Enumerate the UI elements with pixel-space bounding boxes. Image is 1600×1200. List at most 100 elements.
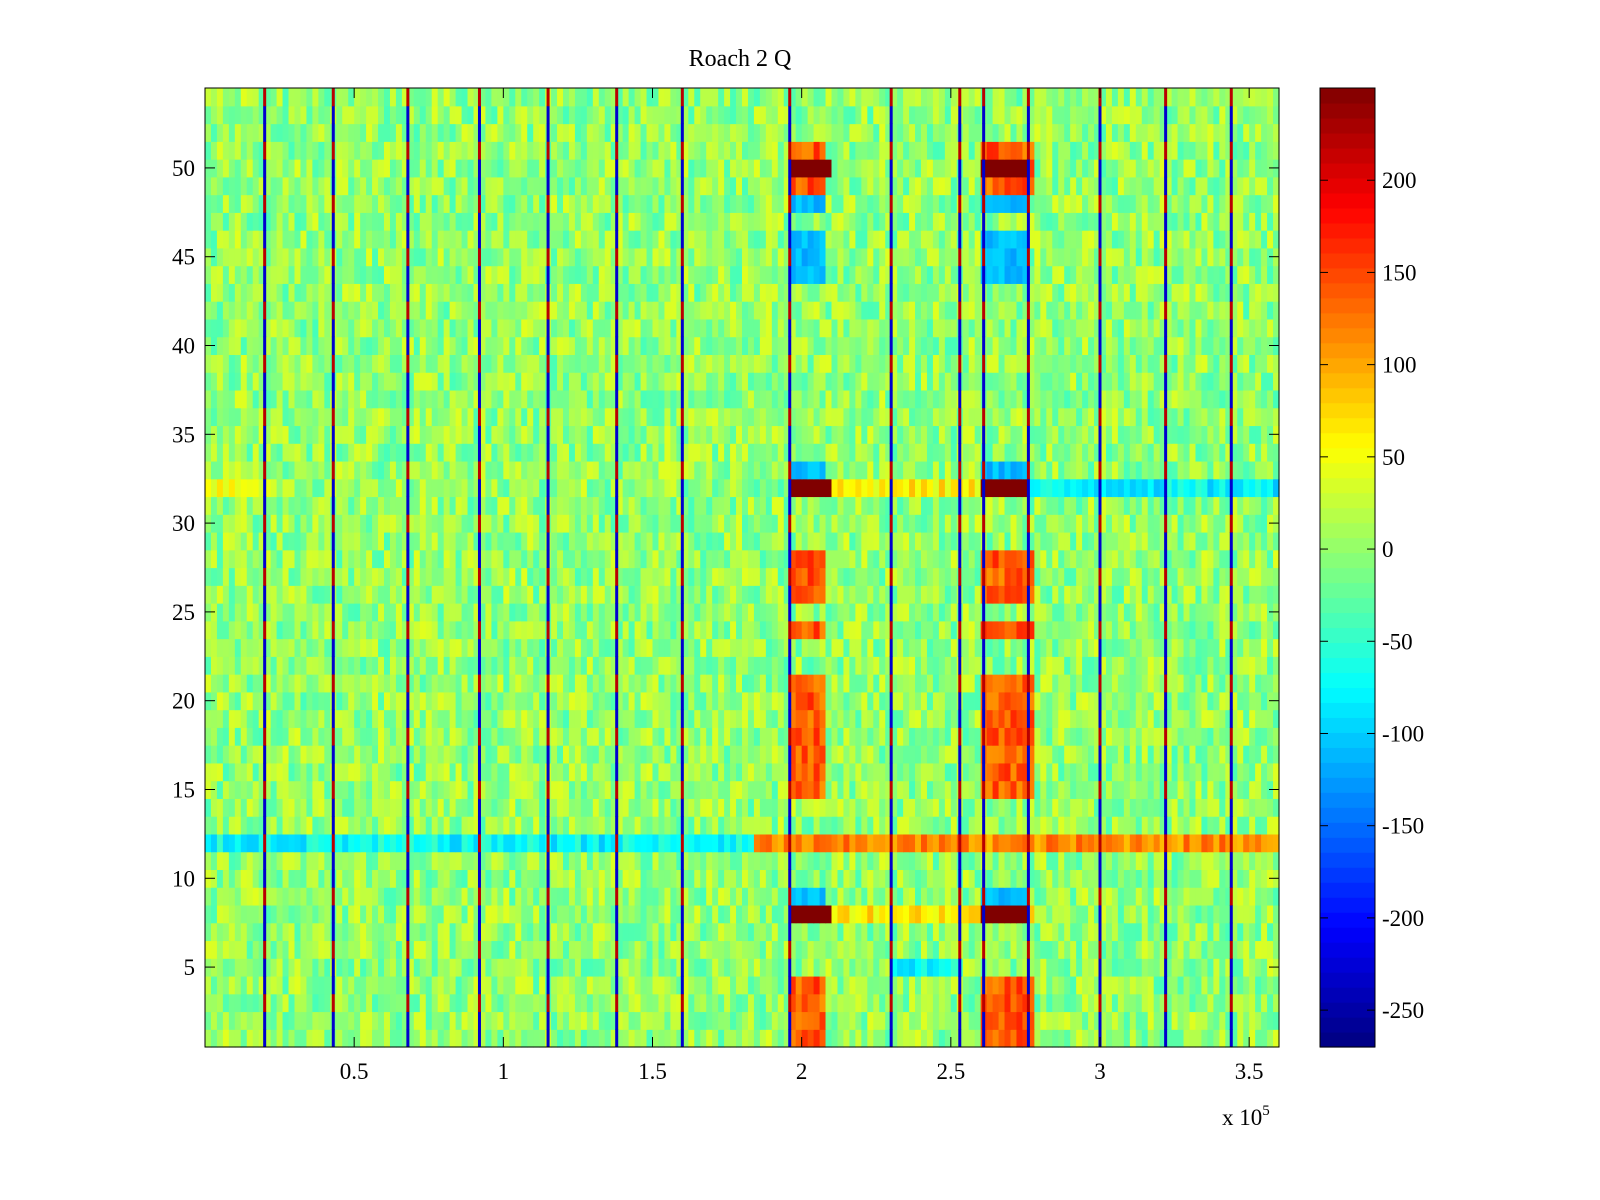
heatmap-cell bbox=[389, 1011, 397, 1030]
heatmap-cell bbox=[759, 620, 767, 640]
heatmap-cell bbox=[885, 869, 892, 888]
heatmap-cell bbox=[891, 904, 898, 924]
heatmap-cell bbox=[813, 567, 821, 586]
heatmap-cell bbox=[1034, 603, 1041, 622]
heatmap-cell bbox=[1123, 691, 1131, 711]
heatmap-cell bbox=[843, 816, 850, 835]
heatmap-cell bbox=[873, 940, 880, 959]
heatmap-cell bbox=[360, 975, 367, 995]
heatmap-cell bbox=[652, 727, 660, 746]
heatmap-cell bbox=[1237, 922, 1244, 942]
heatmap-cell bbox=[1040, 958, 1047, 977]
heatmap-cell bbox=[795, 975, 803, 995]
heatmap-cell bbox=[1117, 727, 1125, 746]
heatmap-cell bbox=[1052, 869, 1059, 888]
heatmap-cell bbox=[932, 975, 940, 995]
heatmap-cell bbox=[557, 993, 564, 1013]
heatmap-cell bbox=[1195, 922, 1203, 942]
heatmap-cell bbox=[246, 762, 254, 782]
heatmap-cell bbox=[228, 798, 236, 817]
heatmap-cell bbox=[885, 904, 892, 924]
heatmap-cell bbox=[867, 549, 874, 569]
heatmap-cell bbox=[288, 727, 296, 746]
heatmap-cell bbox=[795, 727, 803, 746]
heatmap-cell bbox=[1022, 975, 1029, 995]
heatmap-cell bbox=[306, 727, 313, 746]
heatmap-cell bbox=[938, 958, 946, 977]
heatmap-cell bbox=[1111, 674, 1119, 693]
heatmap-cell bbox=[1088, 762, 1095, 782]
heatmap-cell bbox=[449, 1011, 457, 1030]
heatmap-cell bbox=[1177, 620, 1185, 640]
heatmap-cell bbox=[240, 691, 248, 711]
heatmap-cell bbox=[282, 833, 290, 853]
heatmap-cell bbox=[557, 727, 564, 746]
heatmap-cell bbox=[1267, 674, 1274, 693]
heatmap-cell bbox=[616, 674, 624, 693]
heatmap-cell bbox=[354, 549, 361, 569]
heatmap-cell bbox=[831, 798, 839, 817]
heatmap-cell bbox=[378, 869, 385, 888]
heatmap-cell bbox=[1100, 798, 1107, 817]
heatmap-cell bbox=[825, 940, 833, 959]
heatmap-cell bbox=[384, 638, 391, 657]
heatmap-cell bbox=[503, 549, 510, 569]
heatmap-cell bbox=[324, 691, 331, 711]
heatmap-cell bbox=[664, 798, 671, 817]
heatmap-cell bbox=[419, 833, 427, 853]
heatmap-cell bbox=[551, 904, 558, 924]
heatmap-cell bbox=[264, 709, 272, 728]
heatmap-cell bbox=[574, 940, 582, 959]
heatmap-cell bbox=[682, 727, 689, 746]
heatmap-cell bbox=[676, 833, 683, 853]
heatmap-cell bbox=[533, 851, 540, 871]
heatmap-cell bbox=[1255, 603, 1262, 622]
heatmap-cell bbox=[855, 549, 862, 569]
heatmap-cell bbox=[425, 691, 433, 711]
heatmap-cell bbox=[676, 1029, 683, 1048]
heatmap-cell bbox=[461, 940, 469, 959]
heatmap-cell bbox=[1231, 958, 1238, 977]
heatmap-cell bbox=[1100, 816, 1107, 835]
heatmap-cell bbox=[1165, 691, 1173, 711]
heatmap-cell bbox=[950, 656, 958, 675]
heatmap-cell bbox=[813, 940, 821, 959]
heatmap-cell bbox=[1105, 656, 1113, 675]
heatmap-cell bbox=[473, 745, 481, 764]
heatmap-cell bbox=[1141, 975, 1149, 995]
heatmap-cell bbox=[1153, 887, 1161, 906]
heatmap-cell bbox=[1255, 674, 1262, 693]
heatmap-cell bbox=[891, 869, 898, 888]
heatmap-cell bbox=[551, 940, 558, 959]
heatmap-cell bbox=[694, 958, 701, 977]
heatmap-cell bbox=[652, 887, 660, 906]
heatmap-cell bbox=[1034, 780, 1041, 799]
heatmap-cell bbox=[348, 727, 355, 746]
heatmap-cell bbox=[1171, 567, 1179, 586]
heatmap-cell bbox=[1105, 975, 1113, 995]
heatmap-cell bbox=[592, 993, 600, 1013]
heatmap-cell bbox=[682, 851, 689, 871]
heatmap-cell bbox=[557, 922, 564, 942]
heatmap-cell bbox=[568, 656, 576, 675]
heatmap-cell bbox=[1177, 585, 1185, 604]
heatmap-cell bbox=[443, 549, 451, 569]
heatmap-cell bbox=[813, 887, 821, 906]
heatmap-cell bbox=[592, 816, 600, 835]
heatmap-cell bbox=[694, 762, 701, 782]
heatmap-cell bbox=[783, 887, 791, 906]
heatmap-cell bbox=[789, 975, 797, 995]
heatmap-cell bbox=[539, 585, 546, 604]
heatmap-cell bbox=[306, 1011, 313, 1030]
heatmap-cell bbox=[580, 851, 588, 871]
heatmap-cell bbox=[807, 958, 815, 977]
heatmap-cell bbox=[730, 958, 737, 977]
heatmap-cell bbox=[783, 851, 791, 871]
heatmap-cell bbox=[551, 993, 558, 1013]
heatmap-cell bbox=[1225, 975, 1232, 995]
heatmap-cell bbox=[938, 1011, 946, 1030]
heatmap-cell bbox=[670, 745, 677, 764]
heatmap-cell bbox=[264, 869, 272, 888]
heatmap-cell bbox=[1201, 638, 1208, 657]
heatmap-cell bbox=[431, 833, 439, 853]
